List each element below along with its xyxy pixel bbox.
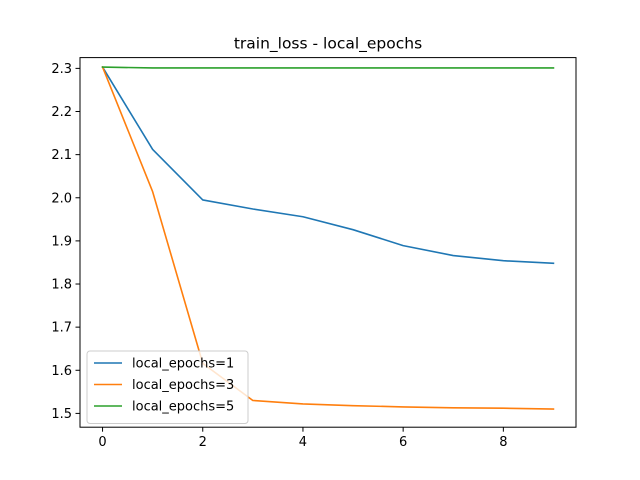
y-tick-label: 2.2 (51, 105, 72, 120)
y-tick-label: 2.0 (51, 191, 72, 206)
series-line-1 (101, 65, 555, 265)
x-tick-label: 0 (98, 435, 106, 450)
plot-area: 0 2 4 6 8 1.5 1.6 1.7 1.8 1.9 2.0 2.1 2.2 2.3 (51, 57, 577, 450)
x-tick-label: 6 (399, 435, 407, 450)
y-tick-label: 1.7 (51, 321, 72, 336)
legend-label-2: local_epochs=3 (132, 378, 234, 393)
y-tick-label: 1.9 (51, 234, 72, 249)
chart-title: train_loss - local_epochs (234, 35, 422, 54)
series-layer (101, 65, 555, 410)
y-tick-label: 2.1 (51, 148, 72, 163)
legend: local_epochs=1 local_epochs=3 local_epochs… (86, 350, 249, 424)
x-tick-label: 4 (299, 435, 307, 450)
y-tick-label: 1.6 (51, 364, 72, 379)
axes-frame (79, 57, 577, 428)
legend-label-1: local_epochs=1 (132, 357, 234, 372)
series-line-2 (101, 66, 555, 410)
x-axis: 0 2 4 6 8 (98, 427, 507, 450)
y-tick-label: 1.5 (51, 407, 72, 422)
legend-box (86, 350, 249, 424)
y-axis: 1.5 1.6 1.7 1.8 1.9 2.0 2.1 2.2 2.3 (51, 62, 80, 422)
x-tick-label: 2 (199, 435, 207, 450)
y-tick-label: 2.3 (51, 62, 72, 77)
y-tick-label: 1.8 (51, 278, 72, 293)
x-tick-label: 8 (499, 435, 507, 450)
legend-label-3: local_epochs=5 (132, 400, 234, 415)
series-line-3 (101, 66, 555, 69)
